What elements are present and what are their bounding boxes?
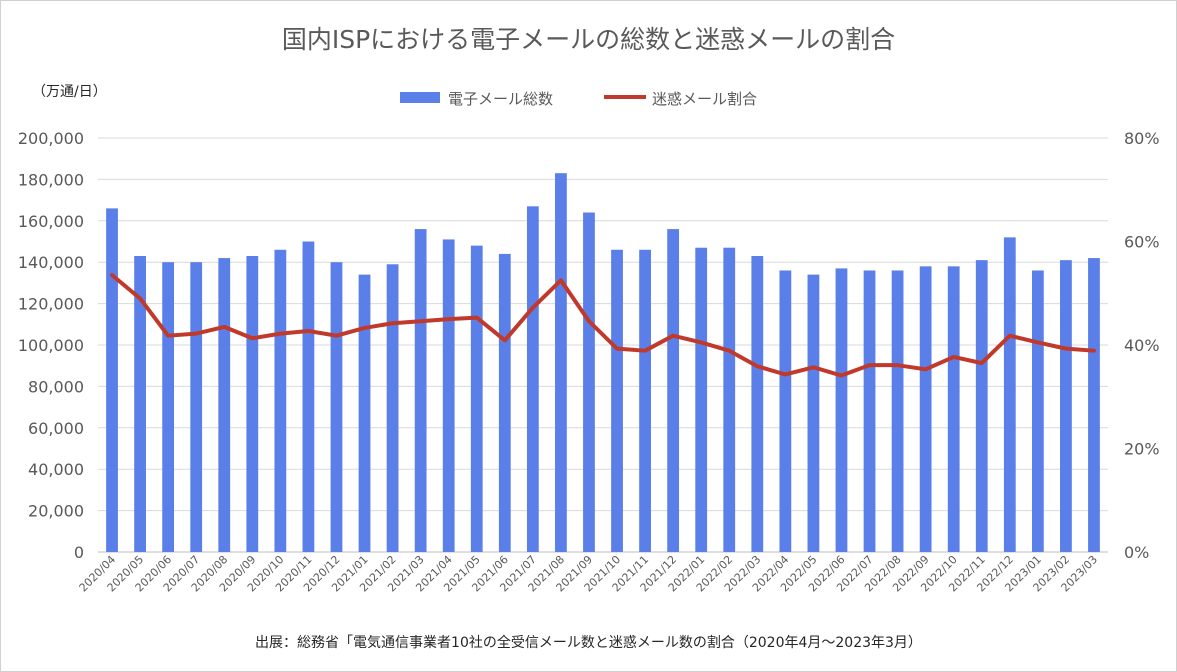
y-right-tick-label: 60% [1124,233,1160,252]
bar [1003,237,1016,553]
bar [947,266,960,552]
bar [975,260,988,552]
legend-bar-swatch [400,92,440,103]
bar [190,262,203,552]
y-axis-left-label: （万通/日） [32,84,107,100]
legend: 電子メール総数 迷惑メール割合 [400,90,757,108]
gridlines [98,137,1108,553]
bar [302,241,315,552]
y-left-tick-label: 180,000 [18,170,84,189]
bar [1088,258,1100,552]
bar-series [106,173,1100,553]
bar [835,268,848,552]
bar [526,206,539,552]
y-left-tick-label: 20,000 [28,502,84,521]
bar [863,270,876,552]
bar [723,247,736,552]
legend-bar-label: 電子メール総数 [448,90,553,108]
y-left-tick-label: 80,000 [28,377,84,396]
bar [330,262,343,552]
bar [583,212,595,552]
bar [246,255,259,553]
bar [218,258,231,552]
bar [751,255,764,553]
bar [1060,260,1072,552]
bar [498,253,511,553]
source-note: 出展：総務省「電気通信事業者10社の全受信メール数と迷惑メール数の割合（2020… [255,635,922,651]
y-right-tick-label: 40% [1124,336,1160,355]
y-left-tick-label: 200,000 [18,129,84,148]
bar [162,262,175,552]
bar [1031,270,1044,552]
bar [695,247,708,552]
bar [470,245,483,552]
bar [779,270,792,552]
y-left-tick-label: 0 [74,543,84,562]
y-left-tick-label: 60,000 [28,419,84,438]
legend-line-label: 迷惑メール割合 [652,90,757,108]
bar [611,249,623,552]
y-left-tick-label: 160,000 [18,212,84,231]
y-axis-left: 0 20,000 40,000 60,000 80,000 100,000 120,000 1… [18,129,84,562]
x-axis: 2020/042020/052020/062020/072020/082020/… [77,553,1100,595]
bar [807,274,820,552]
bar [106,208,118,552]
bar [134,255,146,553]
line-series [110,273,1096,378]
bar [555,173,567,552]
line-path [110,273,1096,378]
y-right-tick-label: 0% [1124,543,1149,562]
y-right-tick-label: 80% [1124,129,1160,148]
bar [639,249,651,552]
bar [891,270,904,552]
y-right-tick-label: 20% [1124,440,1160,459]
bar [919,266,932,552]
y-left-tick-label: 40,000 [28,460,84,479]
bar [274,249,287,552]
bar [667,229,680,552]
bar [358,274,371,552]
bar [414,229,427,552]
bar [442,239,455,552]
y-left-tick-label: 120,000 [18,295,84,314]
y-axis-right: 0% 20% 40% 60% 80% [1124,129,1160,562]
chart-title: 国内ISPにおける電子メールの総数と迷惑メールの割合 [281,25,896,54]
y-left-tick-label: 140,000 [18,253,84,272]
y-left-tick-label: 100,000 [18,336,84,355]
bar [386,264,399,552]
